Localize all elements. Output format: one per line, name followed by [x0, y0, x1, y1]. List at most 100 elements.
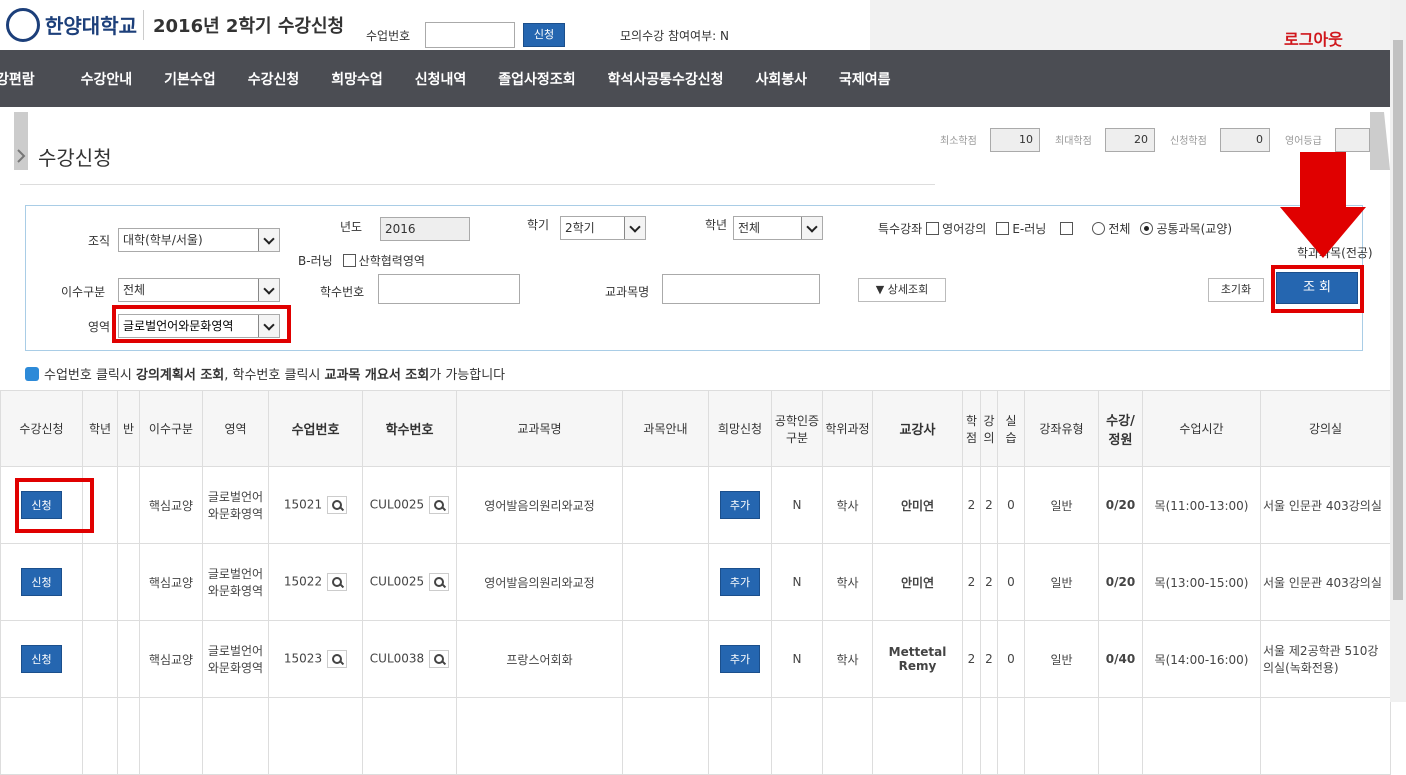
org-label: 조직 — [88, 234, 111, 248]
table-cell: 핵심교양 — [139, 466, 203, 544]
nav-item[interactable]: 사회봉사 — [755, 71, 808, 88]
radio-common: 공통과목(교양) — [1156, 222, 1233, 236]
detail-button[interactable]: ▼ 상세조회 — [858, 278, 946, 302]
checkbox[interactable] — [342, 254, 356, 267]
area-value: 글로벌언어와문화영역 — [123, 319, 234, 333]
type-select[interactable]: 전체 — [118, 278, 280, 302]
credit-box: 20 — [1105, 128, 1155, 152]
year-label: 년도 — [340, 220, 363, 234]
wish-button[interactable]: 추가 — [719, 645, 761, 673]
table-row: 신청 핵심교양 글로벌언어와문화영역 15021 CUL0025 영어발음의원리와교정 추가… — [0, 466, 1391, 544]
class_no[interactable]: 15023 — [283, 651, 323, 666]
table-cell — [117, 620, 140, 698]
nav-item[interactable]: 학석사공통수강신청 — [607, 71, 724, 88]
code-input[interactable] — [378, 274, 520, 304]
checkbox[interactable] — [1060, 222, 1074, 235]
credit: 2 — [967, 498, 976, 512]
left-chevron[interactable] — [8, 112, 36, 170]
table-cell: N — [771, 466, 823, 544]
enroll-button[interactable]: 신청 — [21, 491, 62, 519]
search-icon[interactable] — [327, 496, 348, 514]
nav-item[interactable]: 강편람 — [0, 71, 35, 88]
radio[interactable] — [1140, 222, 1154, 235]
class_no[interactable]: 15021 — [283, 497, 323, 512]
search-icon[interactable] — [429, 496, 450, 514]
semester-select[interactable]: 2학기 — [560, 216, 646, 240]
name-input[interactable] — [662, 274, 820, 304]
table-cell: 안미연 — [872, 543, 963, 621]
course_code[interactable]: CUL0038 — [369, 651, 425, 666]
column-header: 학점 — [962, 390, 981, 467]
radio[interactable] — [1092, 222, 1106, 235]
column-header: 반 — [117, 390, 140, 467]
wish-button[interactable]: 추가 — [719, 568, 761, 596]
table-cell: 신청 — [0, 543, 83, 621]
right-chevron[interactable] — [1370, 112, 1390, 170]
nav-item[interactable]: 신청내역 — [414, 71, 467, 88]
table-cell: 15023 — [268, 620, 363, 698]
checkbox[interactable] — [926, 222, 940, 235]
search-icon[interactable] — [327, 573, 348, 591]
table-cell — [202, 697, 269, 775]
column-header: 교강사 — [872, 390, 963, 467]
scroll-thumb[interactable] — [1393, 40, 1403, 600]
table-cell — [0, 697, 83, 775]
class_no[interactable]: 15022 — [283, 574, 323, 589]
table-cell: 학사 — [822, 466, 873, 544]
eng-cert: N — [792, 652, 802, 666]
search-icon[interactable] — [429, 650, 450, 668]
mock-status: 모의수강 참여여부: N — [620, 29, 729, 43]
course_code[interactable]: CUL0025 — [369, 574, 425, 589]
enroll-button[interactable]: 신청 — [21, 568, 62, 596]
info-icon — [25, 367, 39, 381]
type: 일반 — [1050, 652, 1073, 667]
reset-button[interactable]: 초기화 — [1208, 278, 1264, 302]
code-label: 학수번호 — [320, 285, 365, 299]
nav-item[interactable]: 희망수업 — [331, 71, 383, 88]
search-icon[interactable] — [429, 573, 450, 591]
area-select[interactable]: 글로벌언어와문화영역 — [118, 314, 280, 338]
search-button[interactable]: 조 회 — [1276, 272, 1358, 304]
degree: 학사 — [836, 575, 859, 590]
column-header: 과목안내 — [622, 390, 709, 467]
nav-item[interactable]: 수강안내 — [80, 71, 133, 88]
wish-button[interactable]: 추가 — [719, 491, 761, 519]
radio-all: 전체 — [1108, 222, 1131, 236]
column-header: 학년 — [82, 390, 118, 467]
table-cell: 목(14:00-16:00) — [1142, 620, 1261, 698]
nav-item[interactable]: 기본수업 — [164, 71, 216, 88]
table-cell: 목(13:00-15:00) — [1142, 543, 1261, 621]
red-arrow — [1280, 152, 1366, 258]
lab: 0 — [1007, 575, 1015, 589]
scrollbar — [1390, 0, 1406, 702]
table-cell — [771, 697, 823, 775]
grade-select[interactable]: 전체 — [733, 216, 823, 240]
class-no-input[interactable] — [425, 22, 515, 48]
enroll-button[interactable]: 신청 — [21, 645, 62, 673]
checkbox[interactable] — [996, 222, 1010, 235]
notice: 수업번호 클릭시 강의계획서 조회, 학수번호 클릭시 교과목 개요서 조회가 … — [25, 364, 505, 383]
table-cell: 목(11:00-13:00) — [1142, 466, 1261, 544]
lecture: 2 — [985, 652, 993, 666]
submit-button[interactable]: 신청 — [523, 23, 565, 47]
type: 일반 — [1050, 575, 1073, 590]
nav-item[interactable]: 졸업사정조회 — [498, 71, 576, 88]
table-cell: 2 — [980, 620, 998, 698]
table-cell: 2 — [962, 543, 981, 621]
semester-value: 2학기 — [565, 221, 595, 235]
check-elearning: E-러닝 — [1012, 222, 1047, 236]
org-select[interactable]: 대학(학부/서울) — [118, 228, 280, 252]
table-cell: CUL0025 — [362, 466, 457, 544]
highlight-box — [112, 305, 291, 343]
course_code[interactable]: CUL0025 — [369, 497, 425, 512]
room: 서울 인문관 403강의실 — [1263, 575, 1382, 590]
nav-item[interactable]: 수강신청 — [247, 71, 300, 88]
column-header: 학위과정 — [822, 390, 873, 467]
instructor: 안미연 — [900, 498, 935, 513]
logout[interactable]: 로그아웃 — [1284, 30, 1343, 49]
nav-item[interactable]: 국제여름 — [839, 71, 891, 88]
table-cell — [117, 466, 140, 544]
table-cell — [822, 697, 873, 775]
search-icon[interactable] — [327, 650, 348, 668]
table-cell: 0 — [997, 620, 1025, 698]
